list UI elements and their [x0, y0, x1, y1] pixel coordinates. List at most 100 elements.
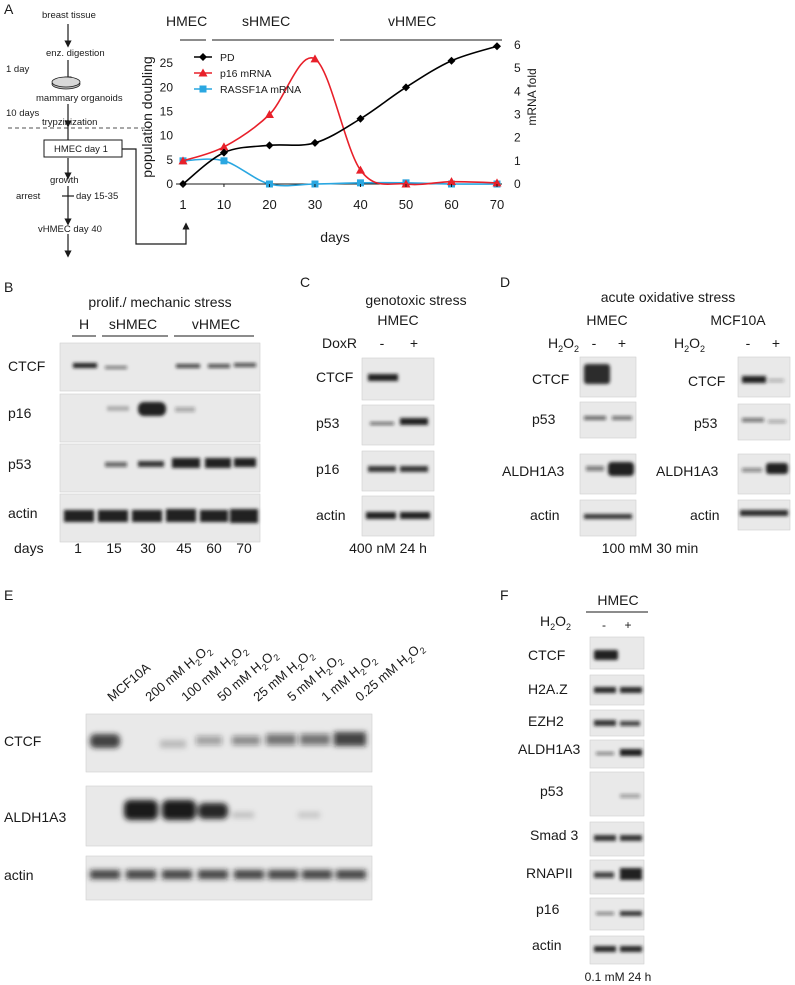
y-left-axis-title: population doubling: [139, 56, 155, 177]
d-hmec-minus: -: [592, 335, 597, 351]
b-group-shmec: sHMEC: [109, 316, 157, 332]
d-hmec-row-aldh1a3: ALDH1A3: [502, 463, 564, 479]
y-left-tick-label-3: 15: [160, 105, 174, 119]
series-1-point-0: [178, 156, 188, 165]
d-title: acute oxidative stress: [601, 289, 736, 305]
series-1-point-3: [310, 54, 320, 63]
x-tick-label-3: 30: [308, 197, 322, 212]
panel-letter-d: D: [500, 274, 510, 290]
panel-a: A breast tissue enz. digestion 1 day mam…: [4, 1, 539, 258]
y-right-tick-label-2: 2: [514, 131, 521, 145]
e-row-aldh1a3: ALDH1A3: [4, 809, 66, 825]
b-row-actin: actin: [8, 505, 38, 521]
f-row-aldh1a3: ALDH1A3: [518, 741, 580, 757]
f-row-ctcf: CTCF: [528, 647, 565, 663]
f-h2o2: H2O2: [540, 613, 571, 632]
series-1-point-7: [492, 178, 502, 187]
d-h2o2-mcf10a: H2O2: [674, 335, 705, 354]
d-hmec-row-ctcf: CTCF: [532, 371, 569, 387]
f-bands: [594, 650, 642, 952]
series-0-point-3: [310, 138, 319, 147]
c-row-actin: actin: [316, 507, 346, 523]
b-row-p16: p16: [8, 405, 32, 421]
panel-letter-a: A: [4, 1, 14, 17]
legend-marker-0: [199, 53, 207, 61]
panel-f: F HMEC H2O2 - + CTCF H2A.Z EZH2 ALDH1A3 …: [500, 587, 651, 984]
d-h2o2-hmec: H2O2: [548, 335, 579, 354]
f-row-p16: p16: [536, 901, 560, 917]
legend-marker-2: [199, 85, 207, 93]
series-1-point-4: [355, 165, 365, 174]
f-row-h2az: H2A.Z: [528, 681, 568, 697]
flow-diagram: [8, 24, 190, 258]
panel-letter-b: B: [4, 279, 13, 295]
f-sign-plus: +: [624, 618, 631, 632]
series-0-point-6: [447, 56, 456, 65]
panel-letter-f: F: [500, 587, 509, 603]
flow-trypzinization: trypzinization: [42, 117, 97, 128]
c-sign-minus: -: [380, 335, 385, 351]
d-cell-mcf10a: MCF10A: [710, 312, 766, 328]
legend-label-1: p16 mRNA: [220, 68, 271, 80]
y-right-tick-label-5: 5: [514, 61, 521, 75]
b-days-label: days: [14, 540, 44, 556]
d-mcf-row-p53: p53: [694, 415, 718, 431]
legend-label-0: PD: [220, 52, 235, 64]
y-left-tick-label-1: 5: [166, 153, 173, 167]
b-day-70: 70: [236, 540, 252, 556]
flow-arrest: arrest: [16, 191, 41, 202]
series-line-0: [182, 45, 498, 185]
d-mcf10a-minus: -: [746, 335, 751, 351]
b-day-1: 1: [74, 540, 82, 556]
y-right-tick-label-3: 3: [514, 108, 521, 122]
b-day-30: 30: [140, 540, 156, 556]
b-day-45: 45: [176, 540, 192, 556]
series-0-point-1: [219, 148, 228, 157]
d-mcf10a-plus: +: [772, 335, 780, 351]
series-1-point-5: [401, 179, 411, 188]
series-0-point-5: [401, 83, 410, 92]
d-hmec-row-p53: p53: [532, 411, 556, 427]
x-tick-label-6: 60: [444, 197, 458, 212]
d-bands: [584, 364, 788, 519]
x-tick-label-1: 10: [217, 197, 231, 212]
c-row-ctcf: CTCF: [316, 369, 353, 385]
series-0-point-4: [356, 114, 365, 123]
x-tick-label-2: 20: [262, 197, 276, 212]
series-layer: [178, 42, 502, 188]
b-header: prolif./ mechanic stress: [88, 294, 231, 310]
y-right-tick-label-4: 4: [514, 84, 521, 98]
y-left-tick-label-0: 0: [166, 177, 173, 191]
phase-shmec: sHMEC: [242, 13, 290, 29]
d-mcf-row-aldh1a3: ALDH1A3: [656, 463, 718, 479]
b-bands: [64, 363, 258, 523]
b-row-ctcf: CTCF: [8, 358, 45, 374]
b-group-vhmec: vHMEC: [192, 316, 240, 332]
d-cell-hmec: HMEC: [586, 312, 627, 328]
x-tick-label-7: 70: [490, 197, 504, 212]
flow-hmec-day1: HMEC day 1: [54, 144, 108, 155]
phase-hmec: HMEC: [166, 13, 207, 29]
flow-mammary-organoids: mammary organoids: [36, 93, 123, 104]
phase-vhmec: vHMEC: [388, 13, 436, 29]
e-bands: [90, 732, 366, 879]
flow-vhmec-day40: vHMEC day 40: [38, 224, 102, 235]
flow-enz-digestion: enz. digestion: [46, 48, 105, 59]
series-1-point-6: [446, 177, 456, 186]
d-condition: 100 mM 30 min: [602, 540, 698, 556]
f-row-ezh2: EZH2: [528, 713, 564, 729]
d-mcf-row-ctcf: CTCF: [688, 373, 725, 389]
panel-letter-e: E: [4, 587, 13, 603]
c-sign-plus: +: [410, 335, 418, 351]
b-day-60: 60: [206, 540, 222, 556]
flow-one-day: 1 day: [6, 64, 29, 75]
f-row-smad3: Smad 3: [530, 827, 578, 843]
y-left-tick-label-4: 20: [160, 80, 174, 94]
panel-letter-c: C: [300, 274, 310, 290]
series-0-point-2: [265, 141, 274, 150]
phase-headers: HMEC sHMEC vHMEC: [166, 13, 502, 41]
